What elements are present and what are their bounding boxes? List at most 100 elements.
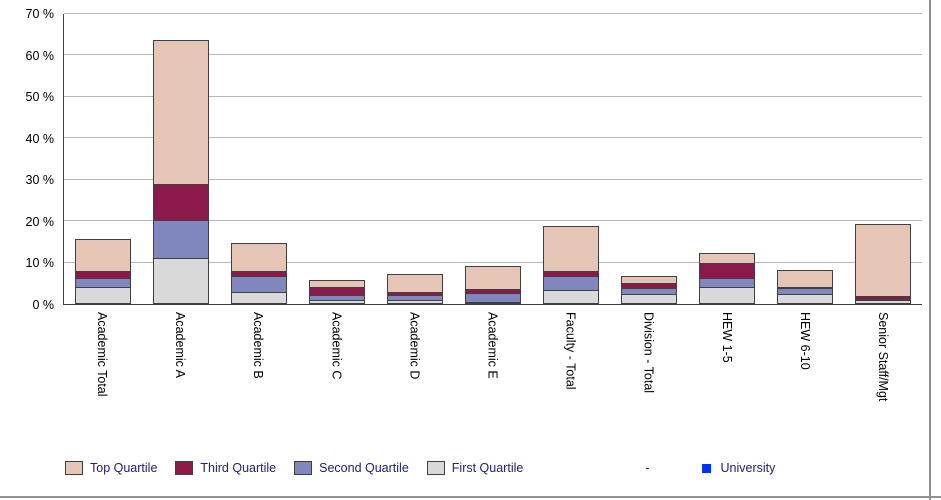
- bar-academic-c: [309, 14, 365, 304]
- gridline: [64, 13, 922, 14]
- bars: [64, 14, 922, 304]
- y-axis-tick-label: 20 %: [25, 214, 55, 229]
- y-axis: 0 % 10 % 20 % 30 % 40 % 50 % 60 % 70 %: [0, 7, 58, 312]
- x-label-slot: Academic E: [453, 308, 531, 446]
- bar-academic-b: [231, 14, 287, 304]
- bar-segment-third-quartile: [153, 183, 209, 222]
- x-axis-label-academic-total: Academic Total: [95, 312, 110, 397]
- legend-item-second-quartile: Second Quartile: [294, 461, 409, 475]
- bar-segment-top-quartile: [153, 39, 209, 185]
- bar-slot: [532, 14, 610, 304]
- bar-segment-first-quartile: [387, 299, 443, 304]
- x-axis-label-hew-1-5: HEW 1-5: [719, 312, 734, 363]
- y-axis-tick-label: 10 %: [25, 256, 55, 271]
- bar-slot: [766, 14, 844, 304]
- x-axis-label-academic-d: Academic D: [407, 312, 422, 380]
- bar-segment-top-quartile: [777, 269, 833, 289]
- bar-segment-first-quartile: [153, 258, 209, 304]
- x-axis-label-hew-6-10: HEW 6-10: [797, 312, 812, 370]
- bar-segment-second-quartile: [543, 276, 599, 291]
- x-axis-labels: Academic Total Academic A Academic B Academ…: [63, 308, 922, 446]
- legend-item-first-quartile: First Quartile: [426, 461, 524, 475]
- bar-faculty-total: [543, 14, 599, 304]
- x-label-slot: HEW 6-10: [766, 308, 844, 446]
- legend-label-dash: -: [645, 461, 650, 475]
- legend-swatch-first-quartile: [426, 461, 445, 475]
- gridline: [64, 178, 922, 180]
- plot-area: [63, 13, 922, 305]
- bar-segment-first-quartile: [309, 299, 365, 304]
- bar-slot: [688, 14, 766, 304]
- gridline: [64, 54, 922, 56]
- legend-swatch-third-quartile: [175, 461, 194, 475]
- y-axis-tick-label: 60 %: [25, 48, 55, 63]
- bar-segment-second-quartile: [153, 220, 209, 260]
- legend-label-second-quartile: Second Quartile: [319, 461, 409, 475]
- x-axis-label-academic-b: Academic B: [251, 312, 266, 379]
- legend-item-dash: -: [645, 461, 649, 475]
- gridline: [64, 220, 922, 222]
- bar-segment-first-quartile: [699, 287, 755, 304]
- bar-segment-first-quartile: [621, 293, 677, 304]
- gridline: [64, 137, 922, 139]
- gridline: [64, 95, 922, 97]
- x-label-slot: Faculty - Total: [532, 308, 610, 446]
- legend-item-third-quartile: Third Quartile: [175, 461, 276, 475]
- y-axis-tick-label: 40 %: [25, 131, 55, 146]
- x-axis-label-academic-e: Academic E: [485, 312, 500, 379]
- legend-swatch-second-quartile: [294, 461, 313, 475]
- x-axis-label-division-total: Division - Total: [641, 312, 656, 394]
- legend-label-first-quartile: First Quartile: [451, 461, 524, 475]
- legend-swatch-top-quartile: [65, 461, 83, 475]
- bar-segment-top-quartile: [855, 224, 911, 297]
- legend-label-third-quartile: Third Quartile: [200, 461, 277, 475]
- bar-segment-first-quartile: [543, 289, 599, 304]
- x-axis-label-academic-a: Academic A: [173, 312, 188, 379]
- bar-slot: [142, 14, 220, 304]
- bar-segment-first-quartile: [231, 291, 287, 304]
- y-axis-tick-label: 0 %: [32, 298, 54, 312]
- x-label-slot: Academic D: [375, 308, 453, 446]
- bar-segment-top-quartile: [387, 273, 443, 293]
- bar-slot: [610, 14, 688, 304]
- y-axis-tick-label: 70 %: [25, 7, 55, 21]
- chart-legend: Top Quartile Third Quartile Second Quartil…: [65, 452, 793, 484]
- x-axis-label-faculty-total: Faculty - Total: [563, 312, 578, 390]
- bar-hew-1-5: [699, 14, 755, 304]
- bar-slot: [220, 14, 298, 304]
- bar-academic-e: [465, 14, 521, 304]
- legend-item-university: University: [701, 461, 776, 475]
- bar-slot: [64, 14, 142, 304]
- x-label-slot: Academic B: [219, 308, 297, 446]
- legend-item-top-quartile: Top Quartile: [65, 461, 157, 475]
- bar-segment-second-quartile: [231, 276, 287, 293]
- legend-label-university: University: [720, 461, 776, 475]
- bar-segment-first-quartile: [777, 293, 833, 304]
- y-axis-tick-label: 30 %: [25, 173, 55, 188]
- bar-segment-top-quartile: [465, 265, 521, 291]
- page-border-bottom: [0, 496, 941, 498]
- x-label-slot: HEW 1-5: [688, 308, 766, 446]
- bar-hew-6-10: [777, 14, 833, 304]
- bar-slot: [454, 14, 532, 304]
- bar-segment-top-quartile: [543, 226, 599, 272]
- bar-segment-first-quartile: [465, 301, 521, 304]
- bar-segment-top-quartile: [231, 242, 287, 272]
- bar-division-total: [621, 14, 677, 304]
- x-label-slot: Academic Total: [63, 308, 141, 446]
- bar-segment-first-quartile: [855, 299, 911, 304]
- x-label-slot: Academic A: [141, 308, 219, 446]
- bar-slot: [844, 14, 922, 304]
- y-axis-tick-label: 50 %: [25, 90, 55, 105]
- legend-label-top-quartile: Top Quartile: [90, 461, 158, 475]
- legend-swatch-university: [701, 463, 711, 473]
- bar-segment-top-quartile: [75, 238, 131, 272]
- x-label-slot: Division - Total: [610, 308, 688, 446]
- x-label-slot: Senior Staff/Mgt: [844, 308, 922, 446]
- x-axis-label-academic-c: Academic C: [329, 312, 344, 380]
- bar-slot: [298, 14, 376, 304]
- bar-academic-a: [153, 14, 209, 304]
- page-border-right: [929, 0, 931, 500]
- bar-academic-d: [387, 14, 443, 304]
